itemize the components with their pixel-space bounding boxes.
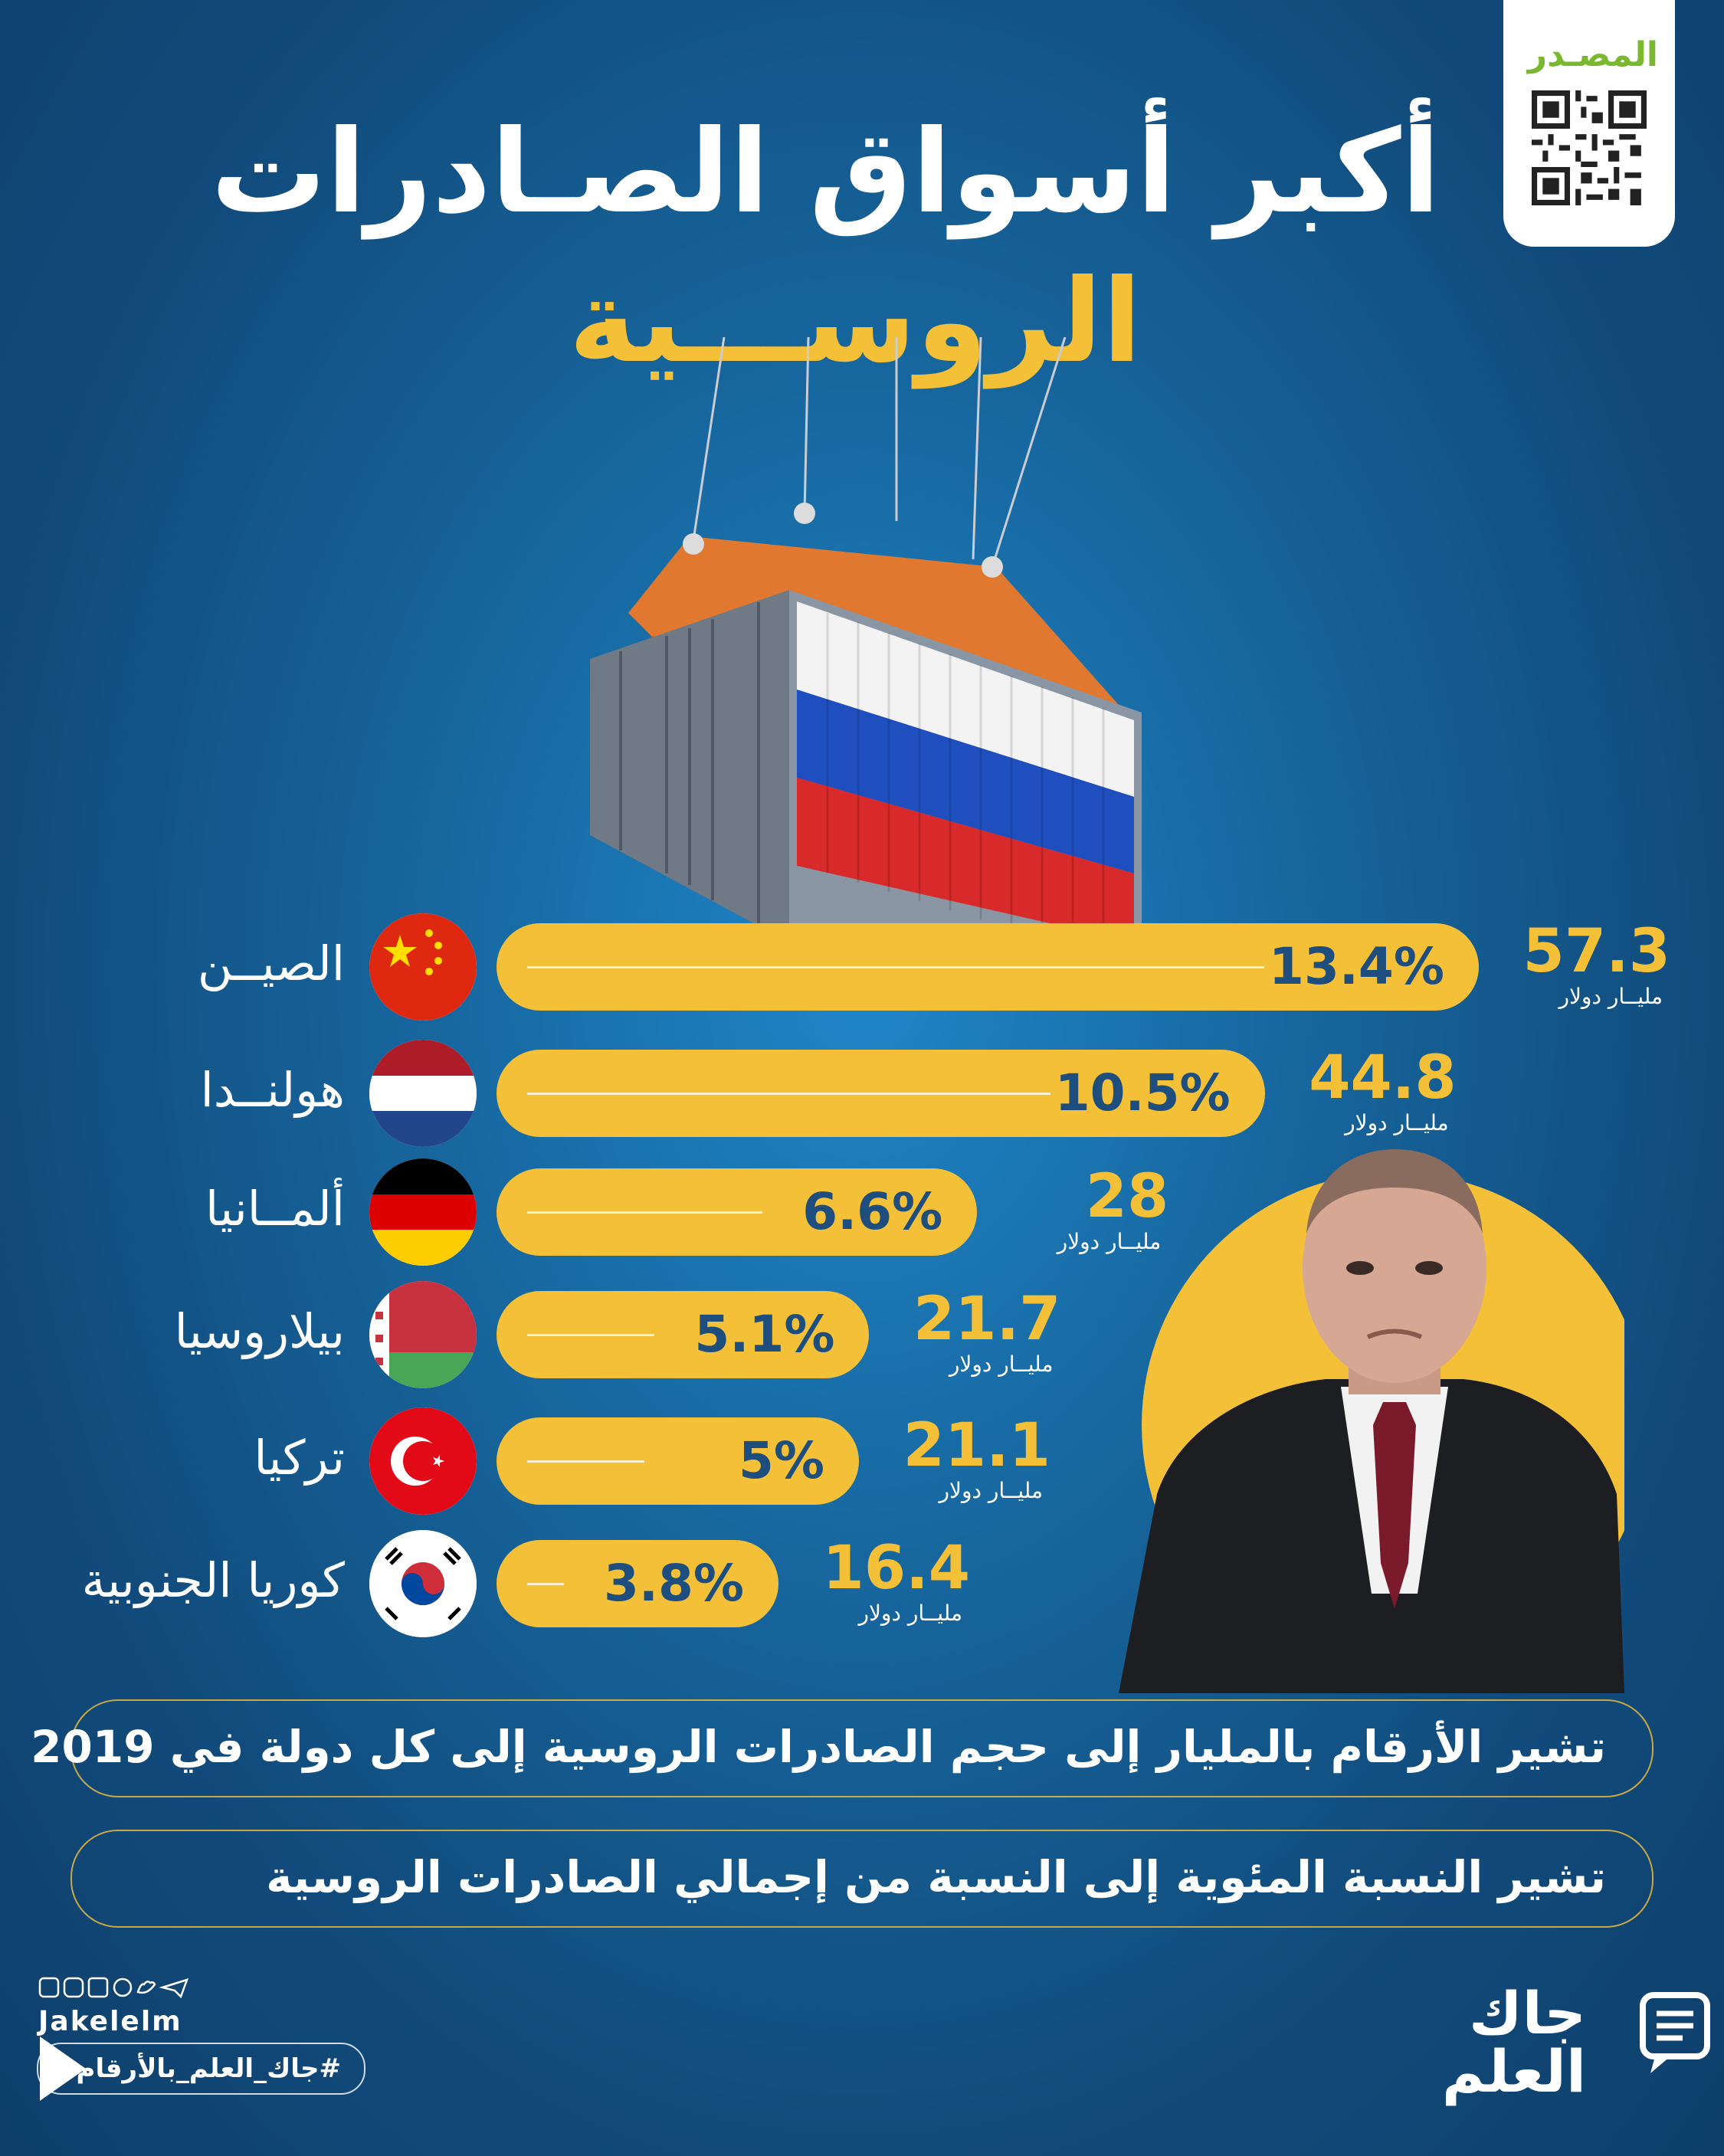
- note-billion: تشير الأرقام بالمليار إلى حجم الصادرات ا…: [31, 1699, 1654, 1797]
- hashtag-pill[interactable]: #جاك_العلم_بالأرقام: [37, 2036, 365, 2101]
- brand-logo-text: جاك العلم: [1442, 1984, 1586, 2101]
- note-percent: تشير النسبة المئوية إلى النسبة من إجمالي…: [70, 1830, 1654, 1928]
- note-billion-text: تشير الأرقام بالمليار إلى حجم الصادرات ا…: [31, 1721, 1606, 1773]
- qr-code-icon[interactable]: [1532, 90, 1647, 205]
- south-korea-flag-icon: [369, 1530, 477, 1637]
- social-icons: [38, 1977, 189, 1998]
- bar-guide-line: [527, 966, 1264, 968]
- unit-label: مليــار دولار: [939, 1478, 1044, 1503]
- country-label: بيلاروسيا: [174, 1303, 345, 1359]
- telegram-icon: [159, 1978, 189, 1998]
- bar-guide-line: [527, 1460, 645, 1463]
- value-label: 16.4: [822, 1534, 970, 1603]
- value-label: 28: [1085, 1162, 1169, 1231]
- percent-label: 5%: [738, 1431, 825, 1490]
- china-flag-icon: [369, 913, 477, 1021]
- snapchat-icon: [113, 1977, 133, 1997]
- brand-logo-line1: جاك: [1469, 1979, 1586, 2047]
- bar-guide-line: [527, 1334, 655, 1336]
- bar-guide-line: [527, 1583, 564, 1585]
- brand-logo-line2: العلم: [1441, 2037, 1586, 2105]
- twitter-icon: [136, 1981, 156, 1994]
- unit-label: مليــار دولار: [949, 1352, 1054, 1377]
- bar-guide-line: [527, 1211, 763, 1214]
- bar-guide-line: [527, 1093, 1050, 1095]
- value-label: 44.8: [1309, 1044, 1457, 1112]
- unit-label: مليــار دولار: [858, 1601, 962, 1626]
- instagram-icon: [63, 1977, 84, 1998]
- page-subtitle: الروســـية: [569, 255, 1142, 388]
- source-card[interactable]: المصـدر: [1503, 0, 1675, 247]
- brand-logo-icon: [1640, 1992, 1710, 2073]
- netherlands-flag-icon: [369, 1040, 477, 1147]
- belarus-flag-icon: [369, 1281, 477, 1388]
- country-label: هولنــدا: [200, 1062, 345, 1118]
- unit-label: مليــار دولار: [1558, 984, 1663, 1009]
- unit-label: مليــار دولار: [1345, 1110, 1449, 1135]
- value-label: 21.7: [913, 1285, 1061, 1354]
- person-illustration: [1119, 1149, 1624, 1693]
- unit-label: مليــار دولار: [1057, 1229, 1162, 1254]
- turkey-flag-icon: [369, 1407, 477, 1515]
- facebook-icon: [38, 1977, 60, 1998]
- percent-label: 13.4%: [1269, 937, 1444, 996]
- note-percent-text: تشير النسبة المئوية إلى النسبة من إجمالي…: [266, 1851, 1606, 1903]
- country-label: كوريا الجنوبية: [81, 1552, 345, 1608]
- linkedin-icon: [87, 1977, 109, 1998]
- country-label: الصيــن: [197, 935, 345, 991]
- source-label: المصـدر: [1527, 35, 1658, 74]
- page-title: أكبر أسواق الصـادرات: [211, 106, 1440, 239]
- value-label: 21.1: [903, 1411, 1051, 1480]
- percent-label: 6.6%: [802, 1182, 943, 1241]
- germany-flag-icon: [369, 1158, 477, 1266]
- country-label: ألمــانيا: [205, 1181, 345, 1237]
- value-label: 57.3: [1522, 917, 1670, 986]
- percent-label: 3.8%: [603, 1554, 744, 1613]
- shipping-container-illustration: [590, 337, 1142, 973]
- social-handle[interactable]: Jakelelm: [38, 2006, 182, 2037]
- percent-label: 5.1%: [694, 1305, 835, 1364]
- country-label: تركيا: [254, 1430, 345, 1486]
- hashtag-text: #جاك_العلم_بالأرقام: [76, 2053, 341, 2084]
- play-icon: [40, 2036, 86, 2101]
- percent-label: 10.5%: [1054, 1063, 1231, 1122]
